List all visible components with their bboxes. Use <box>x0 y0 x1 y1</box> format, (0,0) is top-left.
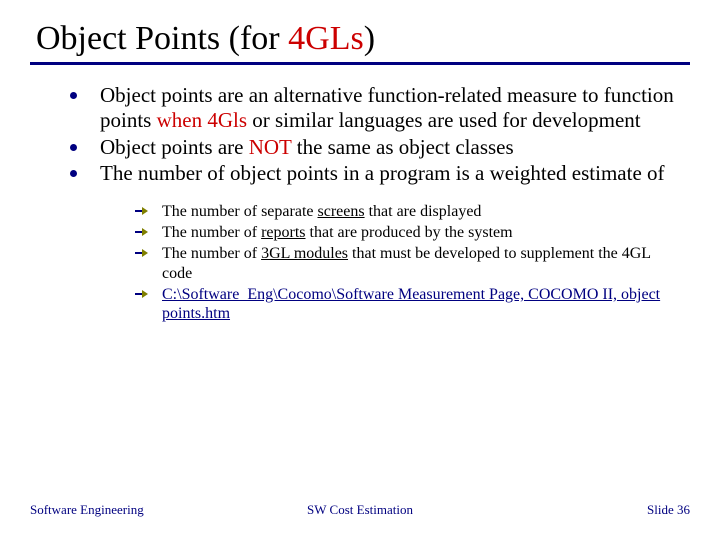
list-item: Object points are an alternative functio… <box>70 83 680 133</box>
text-segment: that are displayed <box>365 203 482 220</box>
text-segment: The number of object points in a program… <box>100 161 665 185</box>
text-segment: NOT <box>249 135 292 159</box>
text-segment: reports <box>261 224 305 241</box>
arrow-icon <box>134 288 148 300</box>
title-post: ) <box>364 20 375 57</box>
text-segment: The number of separate <box>162 203 317 220</box>
text-segment: Object points are <box>100 135 249 159</box>
footer-right: Slide 36 <box>647 502 690 518</box>
text-segment: the same as object classes <box>291 135 513 159</box>
footer-left: Software Engineering <box>30 502 144 518</box>
text-segment: or similar languages are used for develo… <box>247 108 641 132</box>
sub-list-item: C:\Software_Eng\Cocomo\Software Measurem… <box>134 285 670 323</box>
arrow-icon <box>134 205 148 217</box>
text-segment: that are produced by the system <box>306 224 513 241</box>
text-segment: screens <box>317 203 364 220</box>
slide-footer: Software Engineering SW Cost Estimation … <box>30 502 690 518</box>
title-rule <box>30 62 690 65</box>
text-segment: when 4Gls <box>157 108 247 132</box>
link-text[interactable]: C:\Software_Eng\Cocomo\Software Measurem… <box>162 286 660 322</box>
arrow-icon <box>134 247 148 259</box>
arrow-icon <box>134 226 148 238</box>
slide: Object Points (for 4GLs) Object points a… <box>0 0 720 540</box>
text-segment: 3GL modules <box>261 245 348 262</box>
sub-list-item: The number of separate screens that are … <box>134 202 670 221</box>
title-highlight: 4GLs <box>288 20 364 57</box>
main-bullet-list: Object points are an alternative functio… <box>30 83 690 186</box>
list-item: Object points are NOT the same as object… <box>70 135 680 160</box>
footer-center: SW Cost Estimation <box>307 502 413 518</box>
sub-list-item: The number of 3GL modules that must be d… <box>134 244 670 282</box>
text-segment: The number of <box>162 245 261 262</box>
title-pre: Object Points (for <box>36 20 288 57</box>
text-segment: The number of <box>162 224 261 241</box>
sub-list-item: The number of reports that are produced … <box>134 223 670 242</box>
page-title: Object Points (for 4GLs) <box>36 20 690 58</box>
sub-bullet-list: The number of separate screens that are … <box>30 202 690 323</box>
list-item: The number of object points in a program… <box>70 161 680 186</box>
